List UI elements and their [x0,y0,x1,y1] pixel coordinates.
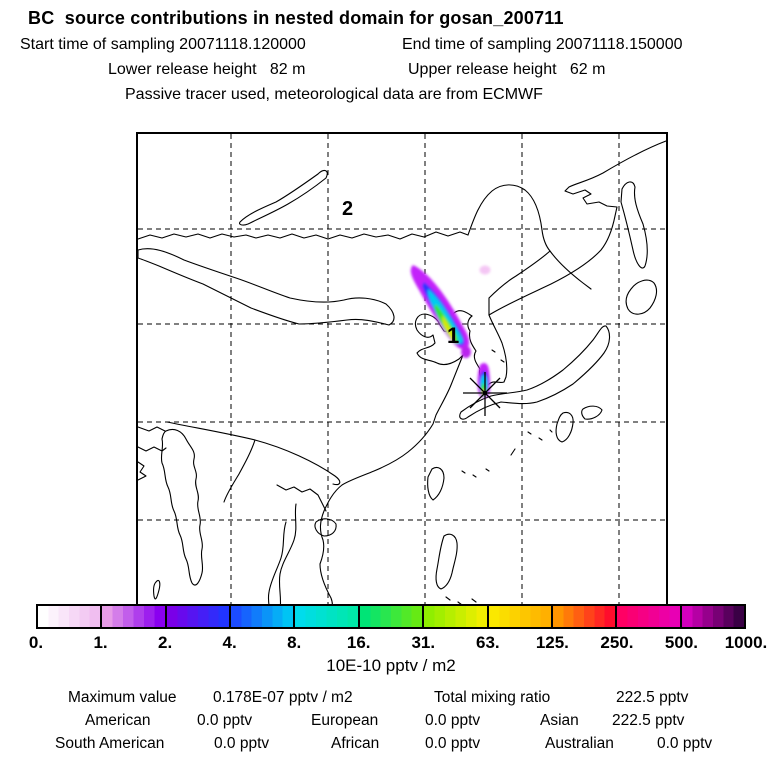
colorbar-unit-label: 10E-10 pptv / m2 [326,656,456,675]
continent-african-value: 0.0 pptv [425,735,481,752]
domain-number-label: 2 [342,198,353,220]
colorbar-tick-4: 8. [287,633,302,652]
colorbar-tick-2: 2. [157,633,173,652]
colorbar-tick-9: 250. [600,633,634,652]
continent-south-american-label: South American [55,735,165,752]
total-ratio-label: Total mixing ratio [434,689,551,706]
continent-australian-label: Australian [545,735,614,752]
continent-european-label: European [311,712,379,729]
main-plume [410,265,471,358]
coastlines [137,140,667,621]
page-title: BC source contributions in nested domain… [28,8,564,28]
colorbar-segment-3 [231,606,296,627]
colorbar-tick-8: 125. [535,633,569,652]
continent-south-american-value: 0.0 pptv [214,735,270,752]
colorbar-segment-0 [38,606,103,627]
max-value-number: 0.178E-07 pptv / m2 [213,689,353,706]
colorbar-segment-1 [102,606,167,627]
colorbar [36,604,746,629]
faint-concentration-spot [479,265,491,275]
colorbar-segment-5 [359,606,425,627]
colorbar-tick-5: 16. [346,633,371,652]
start-time-text: Start time of sampling 20071118.120000 [20,36,306,53]
continent-african-label: African [331,735,380,752]
colorbar-segment-10 [681,606,744,627]
colorbar-segment-2 [166,606,232,627]
continent-american-value: 0.0 pptv [197,712,253,729]
continent-asian-label: Asian [540,712,579,729]
tracer-note-text: Passive tracer used, meteorological data… [125,86,543,103]
grid-lines [137,134,666,614]
lower-release-text: Lower release height 82 m [108,61,306,78]
colorbar-tick-11: 1000. [724,633,768,652]
map-frame [135,132,668,616]
receptor-star-marker [462,372,507,416]
colorbar-tick-0: 0. [28,633,44,652]
upper-release-text: Upper release height 62 m [408,61,606,78]
colorbar-segment-6 [424,606,489,627]
total-ratio-value: 222.5 pptv [616,689,689,706]
colorbar-segment-7 [488,606,553,627]
colorbar-tick-1: 1. [93,633,108,652]
continent-asian-value: 222.5 pptv [612,712,685,729]
colorbar-segment-8 [552,606,618,627]
release-point-label: 1 [447,323,459,348]
colorbar-segment-4 [295,606,360,627]
colorbar-tick-6: 31. [411,633,436,652]
end-time-text: End time of sampling 20071118.150000 [402,36,683,53]
continent-american-label: American [85,712,151,729]
colorbar-segment-9 [617,606,682,627]
colorbar-tick-3: 4. [222,633,237,652]
colorbar-tick-10: 500. [664,633,698,652]
map-svg: 2 1 [135,132,668,621]
max-value-label: Maximum value [68,689,177,706]
colorbar-ticks: 0. 1. 2. 4. 8. 16. 31. 63. 125. 250. 500. 1000. [29,633,767,653]
continent-australian-value: 0.0 pptv [657,735,713,752]
map-panel: 2 1 [118,114,668,621]
colorbar-tick-7: 63. [475,633,500,652]
continent-european-value: 0.0 pptv [425,712,481,729]
